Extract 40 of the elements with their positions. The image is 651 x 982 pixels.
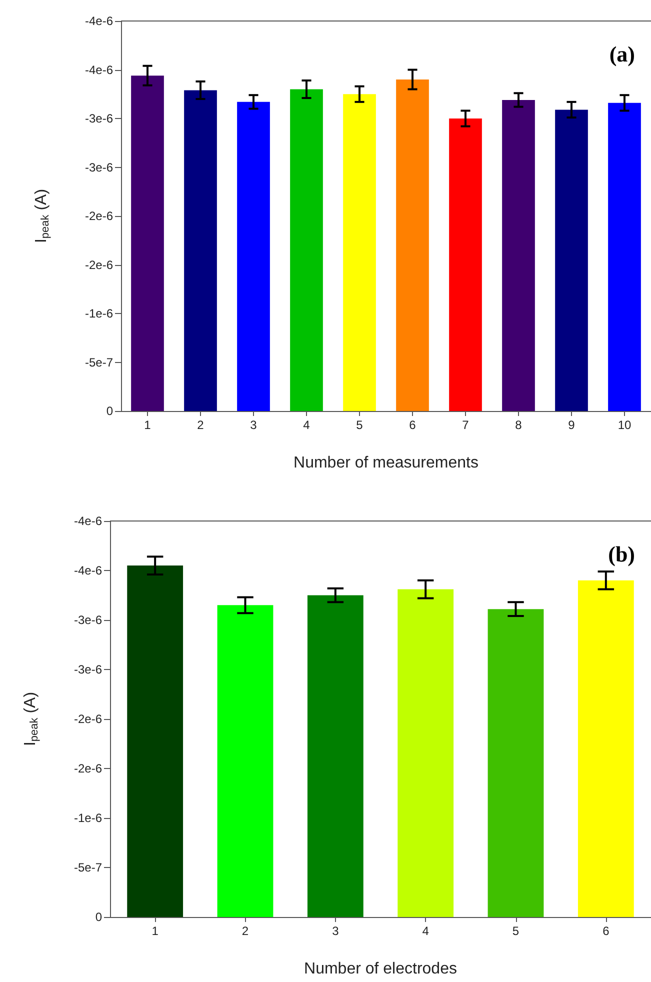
y-tick-label: -2e-6	[74, 762, 102, 776]
x-tick-label: 4	[303, 418, 310, 432]
y-tick-label: -4e-6	[74, 514, 102, 528]
x-tick-label: 1	[144, 418, 152, 432]
x-tick-label: 1	[152, 924, 159, 938]
x-tick-label: 7	[462, 418, 470, 432]
y-tick-label: -2e-6	[84, 209, 114, 223]
y-tick-label: -3e-6	[84, 160, 114, 174]
y-axis-title: Ipeak (A)	[33, 188, 52, 244]
y-tick-label: -2e-6	[84, 258, 114, 272]
x-tick-label: 3	[250, 418, 258, 432]
y-tick-label: -3e-6	[74, 613, 102, 627]
y-tick-label: -5e-7	[84, 355, 114, 370]
x-tick-label: 5	[356, 418, 364, 432]
y-tick-label: -5e-7	[74, 860, 102, 874]
x-axis-title: Number of measurements	[294, 454, 478, 472]
x-tick-label: 2	[242, 924, 249, 938]
y-tick-label: -4e-6	[84, 14, 114, 28]
y-tick-label: -3e-6	[84, 112, 114, 126]
y-tick-label: -4e-6	[74, 564, 102, 578]
x-tick-label: 3	[332, 924, 340, 938]
y-tick-label: -1e-6	[84, 306, 114, 320]
y-tick-label: -4e-6	[84, 62, 114, 77]
y-tick-label: -3e-6	[74, 662, 102, 676]
x-tick-label: 6	[409, 418, 416, 432]
x-tick-label: 9	[568, 418, 576, 432]
x-axis-title: Number of electrodes	[304, 960, 457, 978]
x-tick-label: 5	[512, 924, 520, 938]
y-tick-label: 0	[95, 910, 102, 924]
annotation: (a)	[609, 42, 636, 66]
y-tick-label: 0	[106, 404, 114, 418]
x-tick-label: 4	[422, 924, 430, 938]
y-tick-label: -1e-6	[74, 811, 102, 825]
x-tick-label: 2	[197, 418, 204, 432]
x-tick-label: 8	[515, 418, 522, 432]
annotation: (b)	[608, 542, 636, 566]
y-tick-label: -2e-6	[74, 712, 102, 726]
x-tick-label: 6	[602, 924, 610, 938]
x-tick-label: 10	[618, 418, 632, 432]
y-axis-title: Ipeak (A)	[22, 692, 40, 746]
